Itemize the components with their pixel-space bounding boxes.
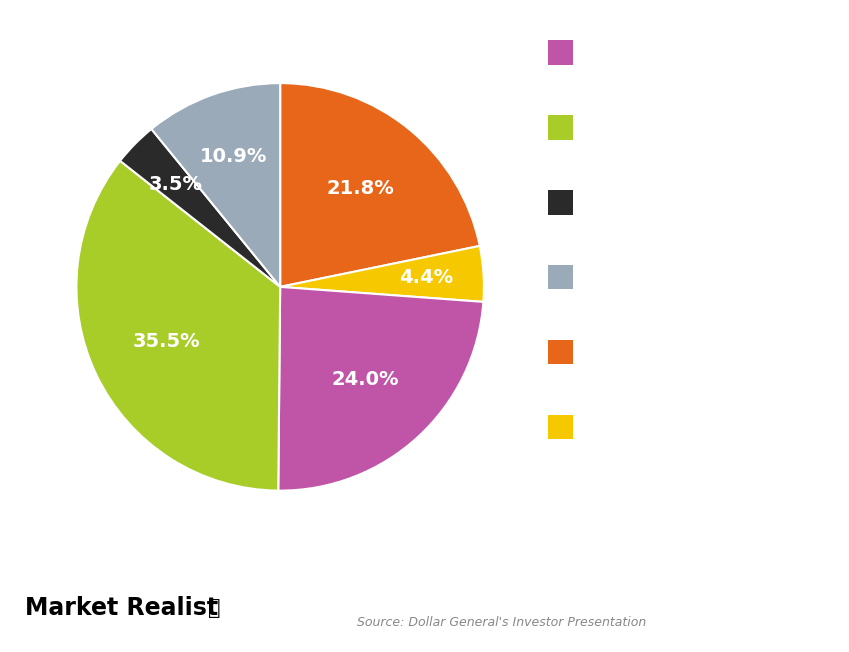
Text: Dollar Channel: Dollar Channel [588, 417, 761, 437]
Text: ⌕: ⌕ [208, 598, 221, 618]
Wedge shape [280, 246, 484, 302]
Text: 21.8%: 21.8% [326, 179, 394, 198]
Text: Grocery: Grocery [588, 117, 681, 137]
Text: Market Realist: Market Realist [25, 596, 218, 620]
Wedge shape [280, 83, 480, 287]
Text: 4.4%: 4.4% [400, 268, 453, 287]
Text: 10.9%: 10.9% [200, 147, 267, 166]
Text: All Other: All Other [588, 342, 693, 362]
Wedge shape [151, 83, 280, 287]
Text: C-Store/Club: C-Store/Club [588, 267, 737, 287]
Text: Mass: Mass [588, 42, 648, 62]
Text: 35.5%: 35.5% [132, 332, 200, 351]
Text: Source: Dollar General's Investor Presentation: Source: Dollar General's Investor Presen… [357, 616, 646, 629]
Text: 24.0%: 24.0% [332, 370, 400, 389]
Wedge shape [120, 129, 280, 287]
Text: Drug: Drug [588, 192, 646, 212]
Text: 3.5%: 3.5% [149, 175, 203, 194]
Wedge shape [76, 161, 280, 491]
Wedge shape [278, 287, 483, 491]
